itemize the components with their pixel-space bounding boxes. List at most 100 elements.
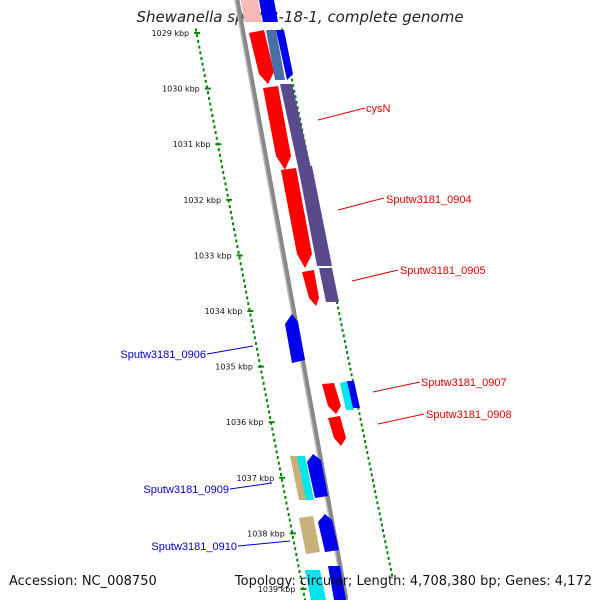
gene-red-0907[interactable] <box>322 383 341 414</box>
ruler-dot <box>220 159 223 163</box>
ruler-dot <box>229 210 232 214</box>
gene-tan-0910[interactable] <box>299 516 320 554</box>
track-dot <box>375 495 378 499</box>
label-0905[interactable]: Sputw3181_0905 <box>400 265 486 277</box>
track-dot <box>347 356 350 360</box>
ruler-dot <box>232 222 235 226</box>
ruler-dot <box>268 410 271 414</box>
ruler-dot <box>278 467 281 471</box>
track-dot <box>382 529 385 533</box>
ruler-dot <box>198 45 201 49</box>
ruler-dot <box>282 484 285 488</box>
ruler-dot <box>199 51 202 55</box>
gene-red-0908[interactable] <box>328 416 346 446</box>
ruler-dot <box>237 250 240 254</box>
track-dot <box>344 345 347 349</box>
ruler-track <box>195 28 306 600</box>
label-0907[interactable]: Sputw3181_0907 <box>421 377 507 389</box>
gene-red-4[interactable] <box>302 270 319 306</box>
ruler-dot <box>200 57 203 60</box>
kbp-tick-label: 1030 kbp <box>162 85 200 94</box>
gene-blue-0906[interactable] <box>285 314 305 363</box>
ruler-dot <box>236 245 239 249</box>
gene-cyan-bottom[interactable] <box>305 570 326 600</box>
ruler-dot <box>239 262 242 266</box>
gene-red-3[interactable] <box>281 168 312 268</box>
ruler-dot <box>215 136 218 140</box>
label-cysN[interactable]: cysN <box>366 103 391 115</box>
ruler-dot <box>202 68 205 72</box>
ruler-dot <box>266 404 269 408</box>
track-dot <box>351 378 354 382</box>
label-0908[interactable]: Sputw3181_0908 <box>426 409 512 421</box>
track-dot <box>371 478 374 482</box>
gene-teal-1[interactable] <box>266 30 285 80</box>
ruler-dot <box>263 387 266 391</box>
label-0904[interactable]: Sputw3181_0904 <box>386 194 472 206</box>
gene-blue-0910[interactable] <box>318 514 339 552</box>
track-dot <box>360 423 363 427</box>
track-dot <box>389 567 392 571</box>
ruler-dot <box>260 370 263 374</box>
gene-cyan-0907[interactable] <box>340 381 354 410</box>
ruler-dot <box>290 530 293 534</box>
ruler-dot <box>286 507 289 511</box>
ruler-dot <box>276 456 279 459</box>
ruler-dot <box>269 416 272 420</box>
track-dot <box>343 339 346 343</box>
gene-blue-1[interactable] <box>276 30 293 80</box>
track-dot <box>339 317 342 321</box>
ruler-dot <box>294 547 297 551</box>
track-dot <box>293 89 296 93</box>
gene-tan-0909[interactable] <box>290 456 307 500</box>
ruler-dot <box>248 307 251 311</box>
ruler-dot <box>284 495 287 499</box>
gene-purple-1[interactable] <box>280 84 316 190</box>
label-0909[interactable]: Sputw3181_0909 <box>143 484 229 496</box>
kbp-tick-label: 1036 kbp <box>226 418 264 427</box>
ruler-dot <box>246 296 249 300</box>
kbp-tick-label: 1034 kbp <box>205 307 243 316</box>
ruler-dot <box>245 290 248 294</box>
track-dot <box>338 312 341 316</box>
feature-top-blue[interactable] <box>259 0 278 22</box>
track-dot <box>341 328 344 332</box>
gene-purple-3[interactable] <box>319 268 339 302</box>
track-dot <box>337 306 340 310</box>
gene-red-1[interactable] <box>249 30 274 84</box>
track-dot <box>378 512 381 516</box>
label-0906[interactable]: Sputw3181_0906 <box>120 349 206 361</box>
label-0910[interactable]: Sputw3181_0910 <box>151 541 237 553</box>
features <box>241 0 360 600</box>
track-dot <box>383 534 386 538</box>
ruler-dot <box>270 421 273 425</box>
ruler-dot <box>298 570 301 573</box>
kbp-tick-label: 1038 kbp <box>247 529 285 538</box>
gene-blue-bottom[interactable] <box>328 566 346 600</box>
track-dot <box>379 517 382 521</box>
ruler-dot <box>195 28 197 32</box>
ruler-dot <box>244 285 247 288</box>
ruler-dot <box>277 461 280 465</box>
track-dot <box>368 462 371 466</box>
gene-blue-0909[interactable] <box>307 454 328 498</box>
track-dot <box>373 484 376 488</box>
gene-purple-2[interactable] <box>298 166 332 266</box>
track-dot <box>348 362 351 366</box>
track-dot <box>340 323 343 327</box>
gene-red-2[interactable] <box>263 86 291 170</box>
ruler-dot <box>252 330 255 334</box>
ruler-dot <box>221 165 224 169</box>
gene-cyan-0909[interactable] <box>297 456 314 500</box>
feature-top-pink[interactable] <box>241 0 262 22</box>
track-dot <box>366 451 369 455</box>
ruler-dot <box>196 34 199 38</box>
ruler-dot <box>209 102 212 106</box>
track-dot <box>291 78 294 82</box>
ruler-dot <box>280 473 283 477</box>
ruler-dot <box>235 239 238 243</box>
gene-blue-0907[interactable] <box>347 381 360 408</box>
kbp-tick-label: 1039 kbp <box>258 585 296 594</box>
ruler-dot <box>217 148 220 152</box>
track-dot <box>295 100 298 104</box>
